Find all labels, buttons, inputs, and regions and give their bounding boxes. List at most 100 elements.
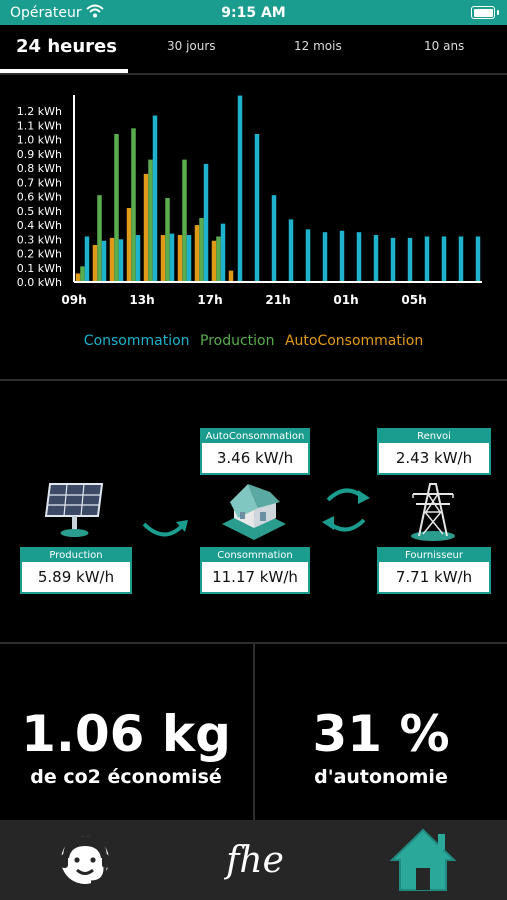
bar-production [97,195,102,282]
bar-autoconsommation [228,270,234,282]
bar-production [131,128,136,282]
bar-autoconsommation [143,173,149,282]
x-tick-label: 21h [265,293,290,307]
bar-consommation [152,115,158,282]
y-tick-label: 0.9 kWh [17,148,62,161]
legend-production: Production [200,333,275,349]
bar-autoconsommation [109,237,115,282]
bar-production [182,159,187,282]
autonomy-label: d'autonomie [314,766,448,788]
bar-consommation [305,229,311,282]
power-pylon-icon [411,483,455,541]
tab-12-mois[interactable]: 12 mois [294,39,342,53]
autonomy-value: 31 % [312,705,450,763]
x-tick-label: 01h [333,293,358,307]
tab-30-jours[interactable]: 30 jours [167,39,216,53]
period-tabs: 24 heures 30 jours 12 mois 10 ans [0,25,507,75]
y-tick-label: 0.5 kWh [17,205,62,218]
y-tick-label: 0.8 kWh [17,162,62,175]
autoconsommation-box-label: AutoConsommation [202,430,308,443]
bar-autoconsommation [75,273,81,282]
fournisseur-box-value: 7.71 kW/h [395,568,473,586]
bar-consommation [424,236,430,282]
cycle-arrows-icon [322,488,370,532]
bottom-nav: fhe [0,820,507,900]
y-tick-label: 1.2 kWh [17,105,62,118]
production-box-value: 5.89 kW/h [37,568,115,586]
consommation-box-value: 11.17 kW/h [212,568,298,586]
y-tick-label: 0.3 kWh [17,233,62,246]
bar-consommation [407,237,413,282]
x-tick-label: 13h [129,293,154,307]
co2-value: 1.06 kg [21,705,231,763]
autoconsommation-box-value: 3.46 kW/h [216,449,294,467]
bar-autoconsommation [194,225,200,282]
bar-consommation [271,195,277,282]
bar-consommation [475,236,481,282]
bar-consommation [373,235,379,282]
chart-divider [0,379,507,381]
bar-consommation [203,163,209,282]
bar-consommation [254,134,260,282]
bar-production [80,266,85,282]
bar-production [114,134,119,282]
bar-consommation [441,236,447,282]
tab-10-ans[interactable]: 10 ans [424,39,465,53]
carrier-label: Opérateur [10,5,82,21]
bar-autoconsommation [211,240,217,282]
fournisseur-box: Fournisseur 7.71 kW/h [377,547,491,594]
co2-label: de co2 économisé [30,766,222,788]
brand-logo: fhe [226,840,284,881]
curved-arrow-icon [142,520,188,537]
clock: 9:15 AM [221,5,286,21]
bar-consommation [237,95,243,282]
production-box: Production 5.89 kW/h [20,547,132,594]
bar-consommation [186,235,192,282]
autonomy-stat: 31 % d'autonomie [255,706,507,788]
autoconsommation-box: AutoConsommation 3.46 kW/h [200,428,310,475]
bar-consommation [118,239,124,282]
bar-production [148,159,153,282]
home-icon[interactable] [388,826,458,892]
y-tick-label: 1.1 kWh [17,119,62,132]
y-tick-label: 0.2 kWh [17,248,62,261]
production-box-label: Production [22,549,130,562]
consommation-box-label: Consommation [202,549,308,562]
y-tick-label: 0.4 kWh [17,219,62,232]
x-tick-label: 17h [197,293,222,307]
tab-24-heures[interactable]: 24 heures [16,36,117,57]
house-icon [222,484,286,540]
bar-autoconsommation [126,208,132,282]
bar-consommation [101,240,107,282]
renvoi-box: Renvoi 2.43 kW/h [377,428,491,475]
stats-divider [253,644,255,820]
bar-consommation [169,233,175,282]
bar-consommation [339,230,345,282]
bar-consommation [84,236,90,282]
consommation-box: Consommation 11.17 kW/h [200,547,310,594]
renvoi-box-label: Renvoi [379,430,489,443]
bar-consommation [135,235,141,282]
bar-consommation [220,223,226,282]
fournisseur-box-label: Fournisseur [379,549,489,562]
bar-consommation [288,219,294,282]
y-tick-label: 1.0 kWh [17,134,62,147]
y-tick-label: 0.1 kWh [17,262,62,275]
bar-consommation [322,232,328,282]
support-agent-icon[interactable] [55,830,115,890]
bar-autoconsommation [160,235,166,282]
tabs-divider [0,73,507,75]
y-tick-label: 0.7 kWh [17,176,62,189]
legend-autoconsommation: AutoConsommation [284,333,424,349]
bar-autoconsommation [177,235,183,282]
bar-production [216,236,221,282]
wifi-icon [86,4,104,18]
active-tab-indicator [0,69,128,73]
bar-production [199,217,204,282]
y-tick-label: 0.0 kWh [17,276,62,289]
x-tick-label: 05h [401,293,426,307]
co2-stat: 1.06 kg de co2 économisé [0,706,252,788]
bar-autoconsommation [92,245,98,282]
legend-consommation: Consommation [83,333,190,349]
